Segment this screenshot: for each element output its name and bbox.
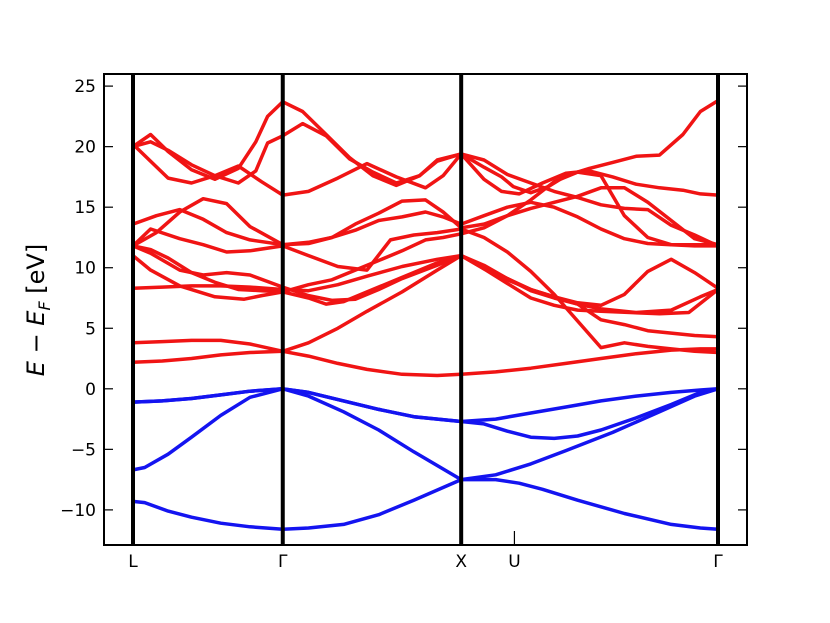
x-tick-label-2: X [455, 552, 467, 572]
conduction-band-line-10 [131, 186, 720, 294]
y-axis-label: E − EF [eV] [22, 244, 54, 376]
y-tick-label-5: 0 [85, 380, 96, 400]
conduction-band-line-9 [131, 227, 720, 355]
plot-frame [103, 73, 748, 546]
y-axis-label-main: E − E [22, 310, 50, 377]
x-tick-label-4: Γ [713, 552, 723, 572]
high-symmetry-lines [131, 74, 720, 545]
x-tick-label-3: U [508, 552, 520, 572]
y-tick-label-1: 20 [74, 138, 96, 158]
conduction-band-line-13 [131, 142, 720, 248]
y-tick-label-0: 25 [74, 77, 96, 97]
conduction-band-line-8 [131, 244, 720, 339]
valence-band-line-3 [131, 387, 720, 424]
conduction-band-line-15 [131, 121, 720, 197]
y-axis-ticks: 25 20 15 10 5 0 −5 −10 [60, 77, 747, 521]
y-tick-label-6: −5 [71, 440, 96, 460]
y-tick-label-4: 5 [85, 319, 96, 339]
x-tick-label-1: Γ [278, 552, 288, 572]
y-tick-label-7: −10 [60, 501, 96, 521]
conduction-band-line-4 [131, 347, 720, 378]
conduction-band-line-11 [131, 196, 720, 248]
y-axis-label-unit: [eV] [22, 244, 50, 302]
x-tick-label-0: L [128, 552, 138, 572]
y-tick-label-3: 10 [74, 259, 96, 279]
valence-band-line-1 [131, 387, 720, 482]
band-lines [131, 98, 720, 532]
y-tick-label-2: 15 [74, 198, 96, 218]
y-axis-label-subscript: F [35, 301, 54, 311]
valence-band-line-0 [131, 477, 720, 532]
